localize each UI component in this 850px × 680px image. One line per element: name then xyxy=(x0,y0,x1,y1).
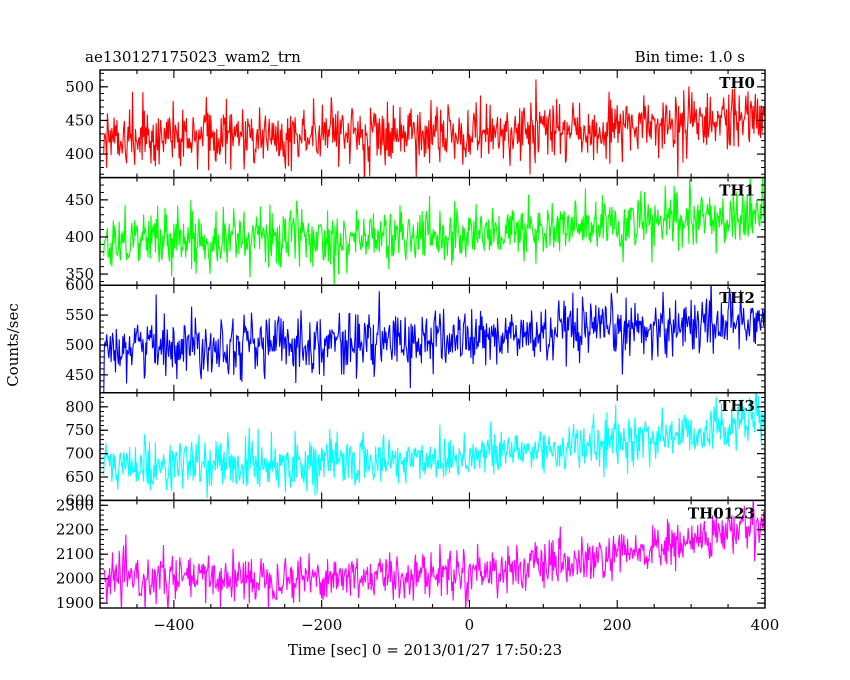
y-tick-label: 800 xyxy=(65,398,94,416)
series-line-th3 xyxy=(103,392,765,499)
y-tick-label: 550 xyxy=(65,306,94,324)
x-tick-label: −200 xyxy=(301,616,342,634)
y-tick-label: 600 xyxy=(65,491,94,509)
panel-label: TH0 xyxy=(719,74,755,92)
y-tick-label: 2200 xyxy=(56,521,94,539)
y-tick-label: 450 xyxy=(65,191,94,209)
panel-th2: TH2 450 500 550 600 xyxy=(65,276,766,394)
series-line-th0123 xyxy=(103,500,765,608)
bin-time-label: Bin time: 1.0 s xyxy=(635,48,745,66)
y-axis-label: Counts/sec xyxy=(4,303,22,387)
panel-label: TH1 xyxy=(719,182,755,200)
y-tick-label: 750 xyxy=(65,421,94,439)
x-tick-label: 200 xyxy=(603,616,632,634)
y-tick-label: 600 xyxy=(65,276,94,294)
y-tick-label: 400 xyxy=(65,228,94,246)
y-tick-label: 700 xyxy=(65,445,94,463)
series-line-th2 xyxy=(103,285,765,393)
panel-th0123: TH0123 1900 2000 2100 2200 2300 xyxy=(56,496,766,612)
x-tick-label: 0 xyxy=(465,616,475,634)
y-tick-label: 650 xyxy=(65,468,94,486)
panel-th1: TH1 350 400 450 xyxy=(65,176,766,286)
series-line-th1 xyxy=(103,177,765,286)
series-line-th0 xyxy=(103,79,765,178)
y-tick-label: 500 xyxy=(65,78,94,96)
panels-layer: TH0400450500TH1350400450TH2450500550600T… xyxy=(56,69,780,634)
y-tick-label: 450 xyxy=(65,111,94,129)
x-tick-label: −400 xyxy=(153,616,194,634)
panel-label: TH0123 xyxy=(688,504,755,522)
panel-label: TH3 xyxy=(719,397,755,415)
panel-th0: TH0 400 450 500 xyxy=(65,69,766,179)
y-tick-label: 2300 xyxy=(56,496,94,514)
chart-title: ae130127175023_wam2_trn xyxy=(85,48,301,66)
panel-label: TH2 xyxy=(719,289,755,307)
y-tick-label: 350 xyxy=(65,265,94,283)
y-tick-label: 2100 xyxy=(56,545,94,563)
y-tick-label: 450 xyxy=(65,366,94,384)
y-tick-label: 2000 xyxy=(56,570,94,588)
x-axis-label: Time [sec] 0 = 2013/01/27 17:50:23 xyxy=(288,641,562,659)
x-tick-label: 400 xyxy=(751,616,780,634)
y-tick-label: 1900 xyxy=(56,594,94,612)
y-tick-label: 400 xyxy=(65,145,94,163)
y-tick-label: 500 xyxy=(65,336,94,354)
panel-th3: TH3 600 650 700 750 800 xyxy=(65,392,766,509)
